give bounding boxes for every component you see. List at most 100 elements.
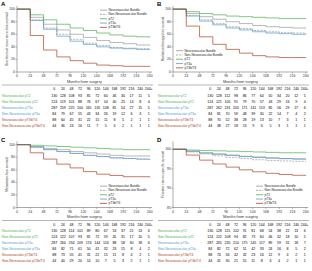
table-cell: 8 [139,100,141,104]
x-tick-label: 216 [290,74,296,78]
legend-swatch [176,63,183,64]
table-cell: 34 [277,94,281,98]
table-header: 168 [267,223,273,227]
table-cell: 44 [208,124,212,128]
table-cell: 45 [69,118,73,122]
table-cell: 30 [121,94,125,98]
x-tick-label: 144 [250,74,256,78]
table-header: 0 [209,223,211,227]
table-cell: 82 [217,247,221,251]
x-tick-label: 96 [68,74,72,78]
table-cell: 21 [234,259,238,263]
table-cell: 22 [268,112,272,116]
table-cell: 21 [130,229,134,233]
x-axis-line [173,72,308,73]
table-cell: 10 [95,259,99,263]
table-cell: 121 [216,100,222,104]
y-tick [16,157,18,158]
legend-swatch [256,199,263,200]
table-cell: 16 [260,253,264,257]
y-tick [16,72,18,73]
table-header: 72 [78,87,82,91]
y-tick-label: 90 [167,186,171,190]
table-cell: 24 [268,247,272,251]
table-cell: 13 [294,229,298,233]
table-cell: 70 [225,112,229,116]
table-cell: 4 [304,100,306,104]
table-cell: 13 [260,118,264,122]
table-cell: 18 [294,241,298,245]
table-cell: 31 [286,241,290,245]
y-tick [16,21,18,22]
x-tick-label: 96 [224,74,228,78]
table-cell: 12 [268,253,272,257]
table-row-label: Non-Neurovascular pT2 [2,235,38,239]
legend-swatch [100,190,107,191]
legend-swatch [100,18,107,19]
table-cell: 67 [104,229,108,233]
table-row-label: Non-Neurovascular pT3a [2,112,40,116]
x-axis-line [173,207,308,208]
table-row-label: Non-Neurovascular pT3b/T4 [2,259,45,263]
table-header: 240 [293,223,299,227]
table-separator [2,220,153,221]
table-cell: 32 [104,247,108,251]
y-axis-line [173,6,174,72]
x-axis-label: Months from surgery [223,80,258,84]
table-cell: 14 [277,112,281,116]
panel: DProstate cancer-specific survival859095… [157,137,309,264]
km-curve [173,149,306,159]
table-cell: 91 [234,100,238,104]
table-cell: 108 [68,94,74,98]
table-cell: 42 [251,247,255,251]
x-axis-line [17,207,152,208]
table-row-label: Neurovascular pT3a [158,106,189,110]
table-cell: 89 [268,241,272,245]
table-row-label: Neurovascular pT3b/T4 [158,118,194,122]
y-tick-label: 60 [11,32,15,36]
y-tick-label: 60 [167,32,171,36]
table-cell: 93 [78,94,82,98]
table-cell: 32 [277,235,281,239]
legend-swatch [100,27,107,28]
table-cell: 128 [216,94,222,98]
table-cell: 58 [121,241,125,245]
x-axis-label: Months from surgery [67,215,102,219]
table-cell: 33 [260,247,264,251]
y-tick [172,59,174,60]
table-cell: 5 [304,235,306,239]
km-curve [173,9,306,35]
table-cell: 5 [113,259,115,263]
table-cell: 15 [121,247,125,251]
x-tick-label: 48 [198,74,202,78]
table-cell: 44 [208,259,212,263]
table-cell: 7 [287,112,289,116]
legend: Neurovascular BundleNon-Neurovascular Bu… [176,49,223,70]
table-cell: 42 [234,253,238,257]
y-tick-label: 0 [169,70,171,74]
table-cell: 25 [121,100,125,104]
y-axis-line [17,142,18,208]
table-cell: 18 [234,124,238,128]
table-cell: 174 [86,241,92,245]
y-tick [16,207,18,208]
table-cell: 88 [112,241,116,245]
table-cell: 73 [251,235,255,239]
table-cell: 50 [268,94,272,98]
table-cell: 67 [69,112,73,116]
table-header: 192 [120,87,126,91]
table-header: 48 [226,87,230,91]
table-cell: 4 [287,253,289,257]
table-cell: 144 [94,241,100,245]
km-curve [173,9,306,58]
table-cell: 11 [138,94,142,98]
y-tick-label: 85 [167,206,171,210]
table-cell: 39 [251,112,255,116]
table-cell: 26 [104,112,108,116]
table-row-label: Non-Neurovascular pT3a [158,112,196,116]
y-tick-label: 20 [11,193,15,197]
y-tick [172,168,174,169]
table-header: 192 [276,87,282,91]
table-cell: 1 [139,118,141,122]
y-tick [172,72,174,73]
